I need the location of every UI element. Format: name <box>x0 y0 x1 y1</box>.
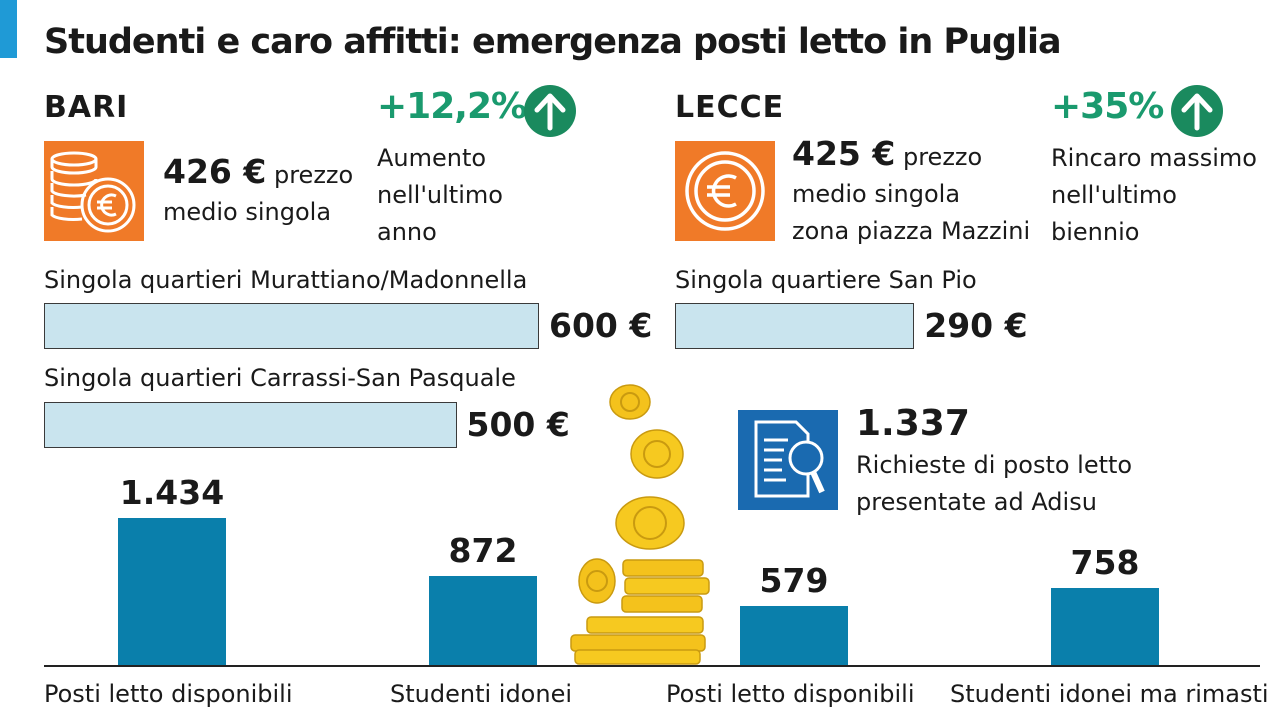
vbar-value-idonei-bari: 872 <box>448 531 518 570</box>
lecce-price-text-2: medio singola <box>792 180 961 208</box>
coins-euro-icon <box>44 141 144 241</box>
document-search-icon <box>738 410 838 510</box>
lecce-change-desc-2: nell'ultimo <box>1051 181 1177 209</box>
accent-bar <box>0 0 17 58</box>
bar-value-murattiano: 600 € <box>549 306 653 345</box>
lecce-change: +35% <box>1051 86 1164 127</box>
bari-price-value: 426 € <box>163 152 267 191</box>
lecce-change-desc-1: Rincaro massimo <box>1051 144 1257 172</box>
bari-price-text-2: medio singola <box>163 198 332 226</box>
bari-change-desc-1: Aumento <box>377 144 487 172</box>
vbar-value-posti-bari: 1.434 <box>119 473 225 512</box>
vbar-idonei-bari <box>429 576 537 666</box>
bari-price: 426 € prezzo medio singola <box>163 153 353 231</box>
xcat-posti-bari: Posti letto disponibili <box>44 680 293 708</box>
adisu-desc-1: Richieste di posto letto <box>856 451 1133 479</box>
lecce-change-desc-3: biennio <box>1051 218 1140 246</box>
bar-label-carrassi: Singola quartieri Carrassi-San Pasquale <box>44 364 516 392</box>
bari-price-text-1: prezzo <box>273 161 354 189</box>
bar-value-carrassi: 500 € <box>466 405 570 444</box>
bari-change-desc-2: nell'ultimo <box>377 181 503 209</box>
xcat-idonei-lecce: Studenti idonei ma rimasti <box>950 680 1269 708</box>
city-bari: BARI <box>44 90 129 125</box>
bar-label-san-pio: Singola quartiere San Pio <box>675 266 977 294</box>
vbar-idonei-lecce <box>1051 587 1159 666</box>
vbar-value-posti-lecce: 579 <box>759 561 829 601</box>
euro-coin-icon <box>675 141 775 241</box>
chart-baseline <box>44 665 1260 667</box>
bar-value-san-pio: 290 € <box>924 306 1028 345</box>
arrow-up-icon <box>523 84 577 138</box>
lecce-price: 425 € prezzo medio singola zona piazza M… <box>792 135 1030 250</box>
lecce-change-desc: Rincaro massimo nell'ultimo biennio <box>1051 140 1257 251</box>
vbar-posti-lecce <box>740 606 848 666</box>
arrow-up-icon <box>1170 84 1224 138</box>
lecce-price-value: 425 € <box>792 134 896 173</box>
lecce-price-text-1: prezzo <box>902 143 983 171</box>
bar-san-pio <box>675 303 915 349</box>
bar-carrassi <box>44 402 457 448</box>
adisu-desc: Richieste di posto letto presentate ad A… <box>856 447 1132 521</box>
city-lecce: LECCE <box>675 90 785 125</box>
adisu-desc-2: presentate ad Adisu <box>856 488 1097 516</box>
xcat-posti-lecce: Posti letto disponibili <box>666 680 915 708</box>
coin-stack-illustration <box>565 380 715 665</box>
bari-change: +12,2% <box>377 86 527 127</box>
lecce-price-text-3: zona piazza Mazzini <box>792 217 1031 245</box>
bar-murattiano <box>44 303 539 349</box>
bari-change-desc: Aumento nell'ultimo anno <box>377 140 503 251</box>
vbar-value-idonei-lecce: 758 <box>1070 542 1140 582</box>
xcat-idonei-bari: Studenti idonei <box>390 680 573 708</box>
adisu-number: 1.337 <box>856 403 970 444</box>
bar-label-murattiano: Singola quartieri Murattiano/Madonnella <box>44 266 528 294</box>
bari-change-desc-3: anno <box>377 218 437 246</box>
vbar-posti-bari <box>118 518 226 666</box>
page-title: Studenti e caro affitti: emergenza posti… <box>44 22 1062 62</box>
